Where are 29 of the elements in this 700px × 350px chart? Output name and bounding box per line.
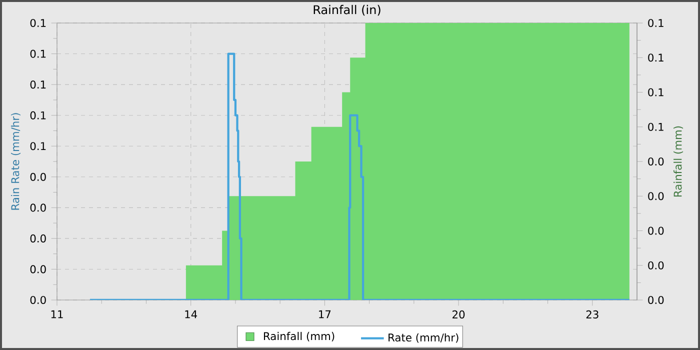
y2-tick-label: 0.1	[648, 88, 664, 96]
chart-title: Rainfall (in)	[314, 4, 380, 16]
x-tick-label: 20	[452, 310, 465, 318]
y2-tick-label: 0.0	[648, 296, 664, 304]
y2-axis-title: Rainfall (mm)	[674, 126, 684, 197]
y-tick-label: 0.0	[30, 234, 46, 242]
y2-tick-label: 0.1	[648, 18, 664, 28]
x-tick-label: 23	[586, 310, 598, 318]
y2-tick-label: 0.0	[648, 226, 664, 235]
y2-tick-label: 0.1	[648, 122, 664, 131]
y-tick-label: 0.0	[30, 265, 46, 274]
x-tick-label: 17	[319, 310, 331, 318]
y-tick-label: 0.1	[30, 80, 46, 89]
y-tick-label: 0.1	[30, 111, 46, 120]
y-tick-label: 0.0	[30, 204, 46, 212]
y2-tick-label: 0.1	[648, 54, 664, 62]
y-tick-label: 0.0	[30, 296, 46, 304]
y-tick-label: 0.1	[30, 142, 46, 150]
y-tick-label: 0.1	[30, 50, 46, 58]
y2-tick-label: 0.0	[648, 192, 664, 200]
y2-tick-label: 0.0	[648, 261, 664, 270]
y-tick-label: 0.1	[30, 18, 46, 28]
x-tick-label: 11	[51, 310, 63, 318]
text: Rainfall (mm)	[264, 332, 334, 342]
y-axis-title: Rain Rate (mm/hr)	[10, 113, 20, 210]
y2-tick-label: 0.0	[648, 157, 664, 166]
legend-label: Rate (mm/hr)	[388, 333, 458, 343]
x-tick-label: 14	[185, 310, 198, 318]
y-tick-label: 0.0	[30, 172, 46, 181]
